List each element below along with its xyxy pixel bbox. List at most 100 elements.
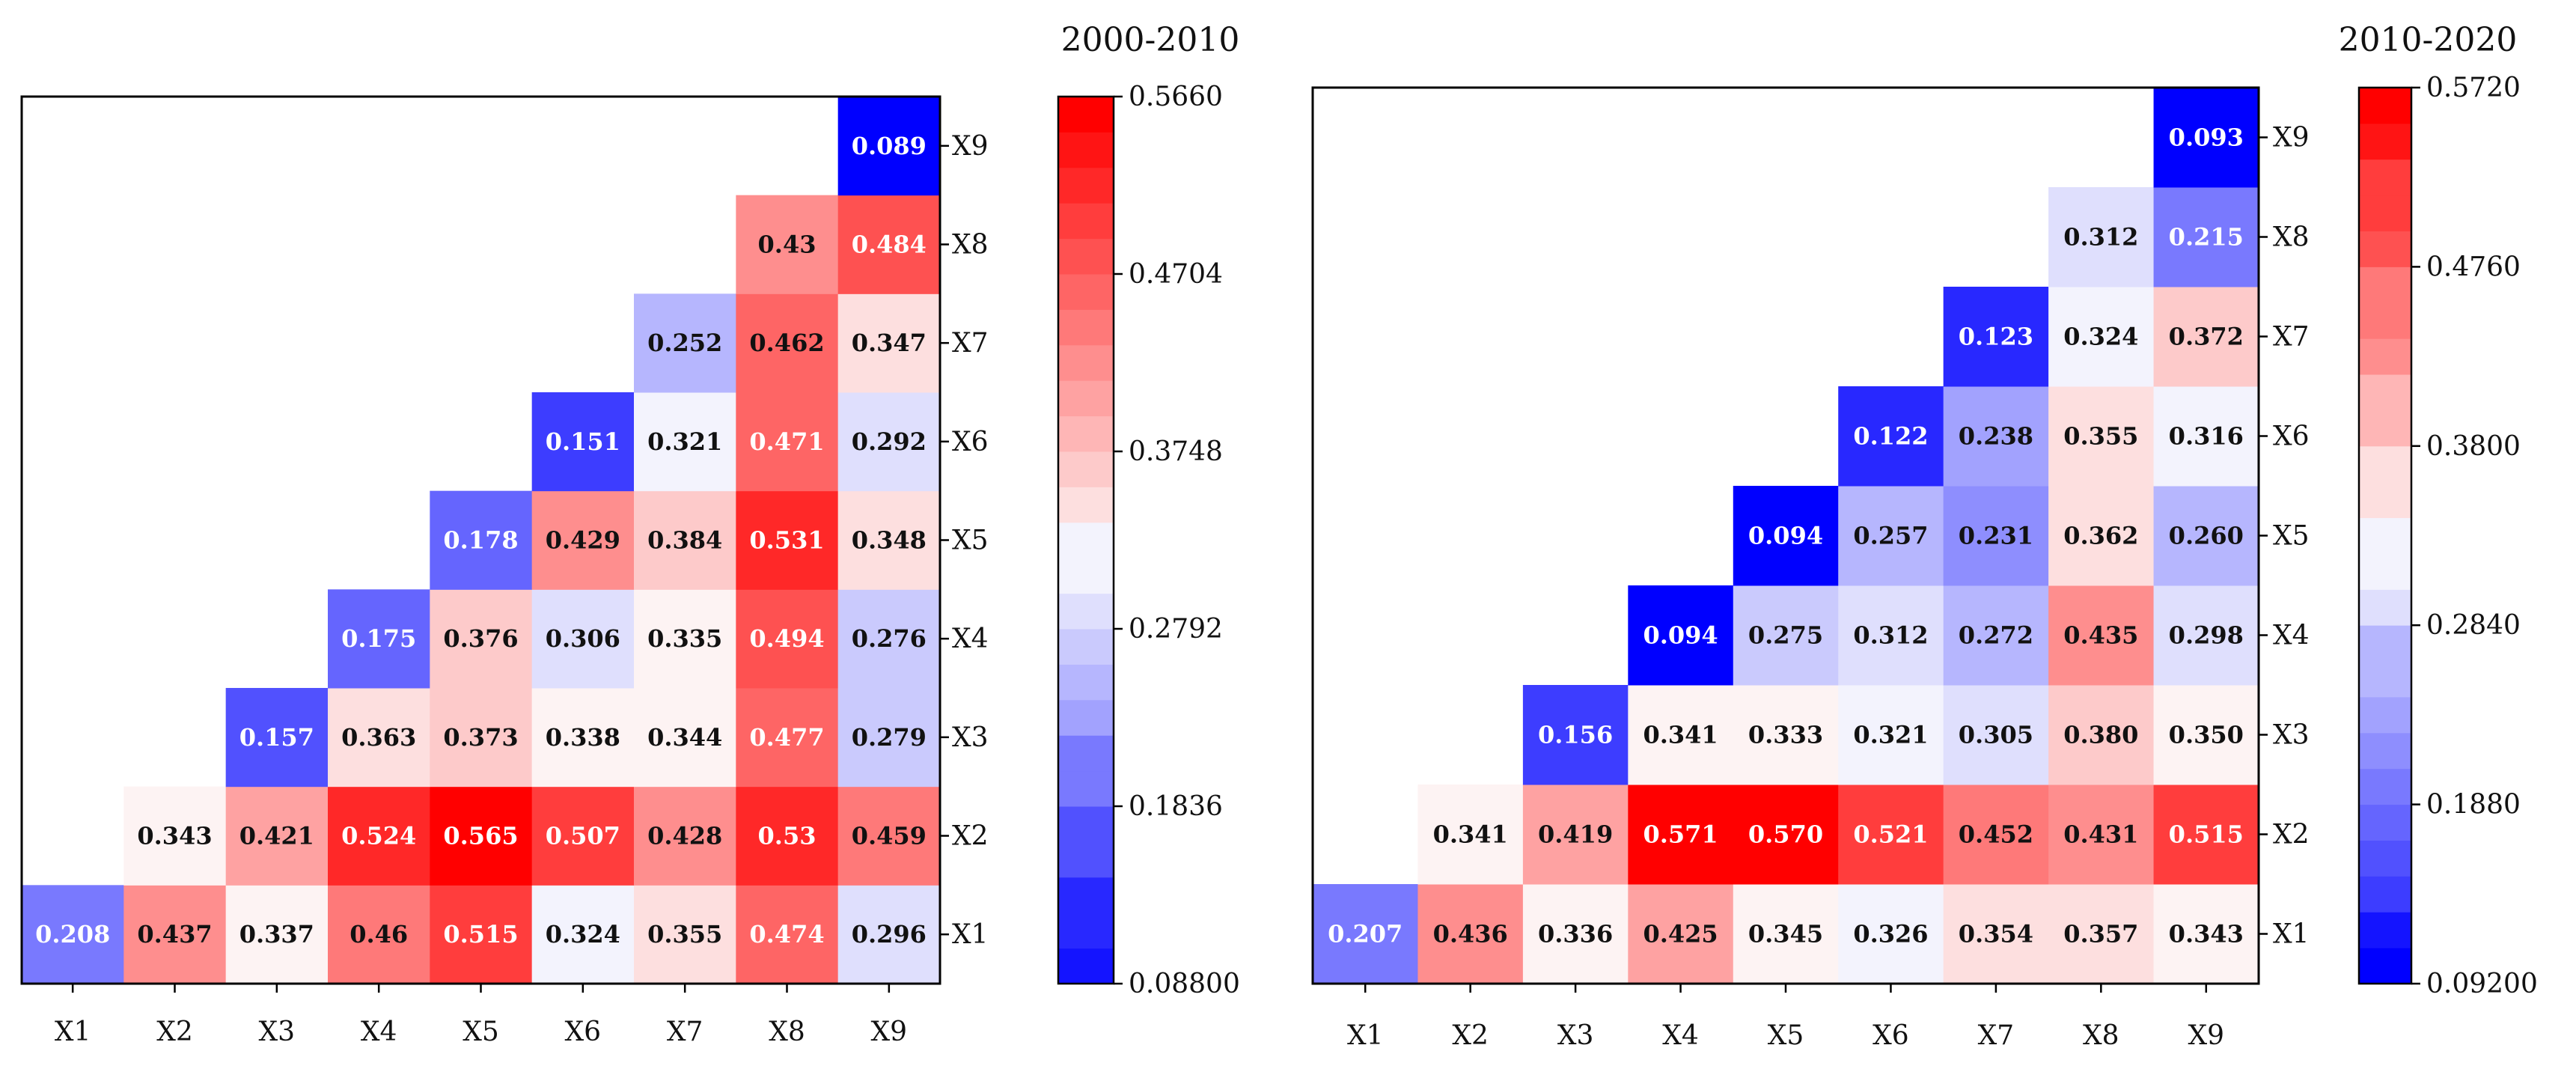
- colorbar-band: [1058, 132, 1114, 168]
- y-tick-label: X6: [952, 427, 989, 457]
- heatmap-cell: [634, 293, 736, 393]
- heatmap-cell: [2153, 287, 2259, 387]
- colorbar-band: [2359, 696, 2411, 734]
- cell-value-label: 0.565: [443, 822, 518, 850]
- colorbar-band: [2359, 912, 2411, 948]
- cell-value-label: 0.306: [546, 624, 620, 653]
- heatmap-cell: [837, 589, 941, 689]
- y-tick-label: X5: [952, 526, 989, 556]
- y-tick-label: X1: [952, 919, 989, 950]
- heatmap-cell: [634, 885, 736, 984]
- x-tick-label: X1: [55, 1017, 91, 1047]
- colorbar-band: [2359, 231, 2411, 267]
- cell-value-label: 0.477: [749, 723, 824, 752]
- heatmap-cell: [22, 885, 124, 984]
- heatmap-cell: [1733, 785, 1839, 885]
- cell-value-label: 0.43: [758, 231, 817, 259]
- cell-value-label: 0.336: [1538, 920, 1613, 948]
- colorbar-band: [2359, 804, 2411, 841]
- colorbar-band: [2359, 195, 2411, 232]
- colorbar-band: [1058, 806, 1114, 842]
- cell-value-label: 0.324: [2063, 323, 2138, 351]
- heatmap-2010-2020: 0.207 0.436 0.336 0.425 0.345 0.326 0.354 0.357…: [1311, 21, 2538, 1051]
- cell-value-label: 0.531: [749, 526, 824, 555]
- cell-value-label: 0.335: [647, 624, 722, 653]
- x-tick-label: X5: [463, 1017, 499, 1047]
- cell-value-label: 0.571: [1643, 820, 1718, 849]
- heatmap-cell: [1943, 486, 2049, 586]
- cell-value-label: 0.372: [2169, 323, 2244, 351]
- heatmap-cell: [1943, 685, 2049, 785]
- cell-value-label: 0.429: [546, 526, 620, 555]
- cell-value-label: 0.321: [647, 427, 722, 456]
- heatmap-cell: [736, 885, 839, 984]
- cell-value-label: 0.260: [2169, 522, 2244, 550]
- y-tick-label: X2: [2273, 820, 2310, 850]
- heatmap-cell: [1733, 585, 1839, 686]
- colorbar-band: [1058, 274, 1114, 310]
- cell-value-label: 0.279: [852, 723, 927, 752]
- heatmap-cell: [328, 786, 430, 886]
- colorbar-band: [1058, 487, 1114, 523]
- cell-value-label: 0.252: [647, 329, 722, 357]
- colorbar-tick-label: 0.5720: [2426, 73, 2521, 103]
- colorbar-band: [1058, 97, 1114, 133]
- colorbar-band: [2359, 266, 2411, 303]
- cell-value-label: 0.157: [239, 723, 314, 752]
- heatmap-cell: [123, 786, 227, 886]
- cell-value-label: 0.474: [749, 920, 824, 948]
- cell-value-label: 0.373: [443, 723, 518, 752]
- colorbar-band: [2359, 445, 2411, 483]
- colorbar-band: [2359, 302, 2411, 339]
- colorbar-band: [2359, 481, 2411, 519]
- colorbar-band: [2359, 159, 2411, 196]
- cell-value-label: 0.354: [1959, 920, 2033, 948]
- cell-value-label: 0.333: [1748, 721, 1823, 749]
- heatmap-cell: [837, 195, 941, 294]
- y-tick-label: X4: [952, 624, 989, 654]
- cell-value-label: 0.350: [2169, 721, 2244, 749]
- cell-value-label: 0.316: [2169, 422, 2244, 451]
- cell-value-label: 0.156: [1538, 721, 1613, 749]
- colorbar-band: [1058, 522, 1114, 558]
- x-tick-label: X7: [1978, 1020, 2015, 1051]
- cell-value-label: 0.524: [341, 822, 416, 850]
- colorbar-band: [1058, 913, 1114, 949]
- cell-value-label: 0.452: [1959, 820, 2033, 849]
- y-tick-label: X7: [2273, 322, 2310, 353]
- cell-value-label: 0.231: [1959, 522, 2033, 550]
- heatmap-cell: [2048, 884, 2155, 984]
- y-tick-label: X9: [952, 131, 989, 162]
- colorbar-band: [1058, 415, 1114, 452]
- colorbar-tick-label: 0.1836: [1129, 791, 1223, 822]
- heatmap-cell: [430, 688, 533, 788]
- heatmap-cell: [430, 885, 533, 984]
- colorbar-band: [1058, 167, 1114, 204]
- heatmap-cell: [328, 688, 430, 788]
- heatmap-cell: [1628, 685, 1734, 785]
- cell-value-label: 0.515: [443, 920, 518, 948]
- y-tick-label: X5: [2273, 521, 2310, 552]
- heatmap-cell: [225, 688, 329, 788]
- heatmap-cell: [430, 786, 533, 886]
- colorbar-band: [1058, 309, 1114, 346]
- colorbar-band: [2359, 409, 2411, 447]
- colorbar-band: [2359, 553, 2411, 590]
- colorbar-band: [2359, 840, 2411, 877]
- colorbar-band: [1058, 238, 1114, 275]
- cell-value-label: 0.347: [852, 329, 927, 357]
- colorbar-band: [1058, 593, 1114, 630]
- cell-value-label: 0.376: [443, 624, 518, 653]
- colorbar-band: [1058, 203, 1114, 240]
- colorbar-band: [2359, 625, 2411, 662]
- cell-value-label: 0.570: [1748, 820, 1823, 849]
- cell-value-label: 0.355: [647, 920, 722, 948]
- heatmap-cell: [1417, 884, 1524, 984]
- y-tick-label: X3: [2273, 720, 2310, 751]
- x-tick-label: X9: [871, 1017, 908, 1047]
- colorbar-tick-label: 0.2792: [1129, 614, 1223, 645]
- cell-value-label: 0.462: [749, 329, 824, 357]
- cell-value-label: 0.343: [137, 822, 212, 850]
- x-tick-label: X3: [1557, 1020, 1594, 1051]
